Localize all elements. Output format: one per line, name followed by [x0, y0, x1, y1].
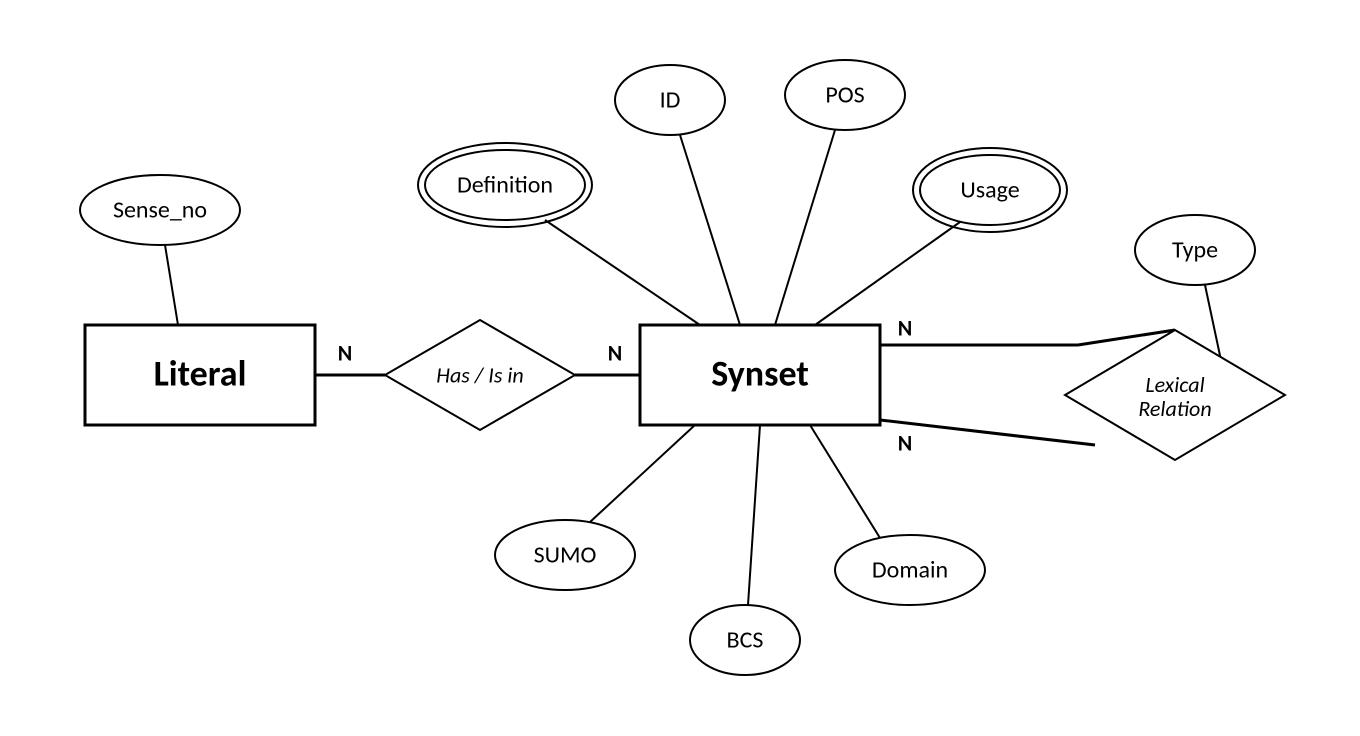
edge-synset-lexical_relation_bot [880, 420, 1095, 445]
er-diagram: Literal Synset Has / Is in LexicalRelation S… [0, 0, 1360, 736]
attribute-label-definition: Definition [457, 171, 553, 200]
entity-label-literal: Literal [154, 352, 247, 396]
attribute-label-pos: POS [825, 81, 864, 110]
cardinality-2: N [898, 314, 913, 341]
attribute-label-sumo: SUMO [534, 541, 597, 570]
edge-bcs-synset [748, 425, 760, 605]
edge-pos-synset [775, 130, 835, 325]
edge-definition-synset [545, 220, 700, 325]
cardinality-3: N [898, 429, 913, 456]
attribute-label-sense_no: Sense_no [113, 196, 207, 225]
attribute-label-type: Type [1172, 236, 1218, 265]
edge-domain-synset [810, 425, 880, 538]
edge-usage-synset [815, 222, 960, 325]
attribute-label-id_attr: ID [660, 86, 681, 115]
cardinality-0: N [338, 339, 353, 366]
edge-sense_no-literal [165, 245, 178, 325]
relationship-label-lexical_relation: LexicalRelation [1138, 371, 1211, 422]
edge-sumo-synset [590, 425, 695, 522]
attribute-label-domain: Domain [872, 556, 948, 585]
entity-label-synset: Synset [711, 352, 809, 396]
attribute-label-bcs: BCS [727, 626, 764, 655]
cardinality-1: N [608, 339, 623, 366]
edge-id_attr-synset [680, 135, 740, 325]
attribute-label-usage: Usage [960, 176, 1019, 205]
relationship-label-has_is_in: Has / Is in [436, 361, 524, 388]
